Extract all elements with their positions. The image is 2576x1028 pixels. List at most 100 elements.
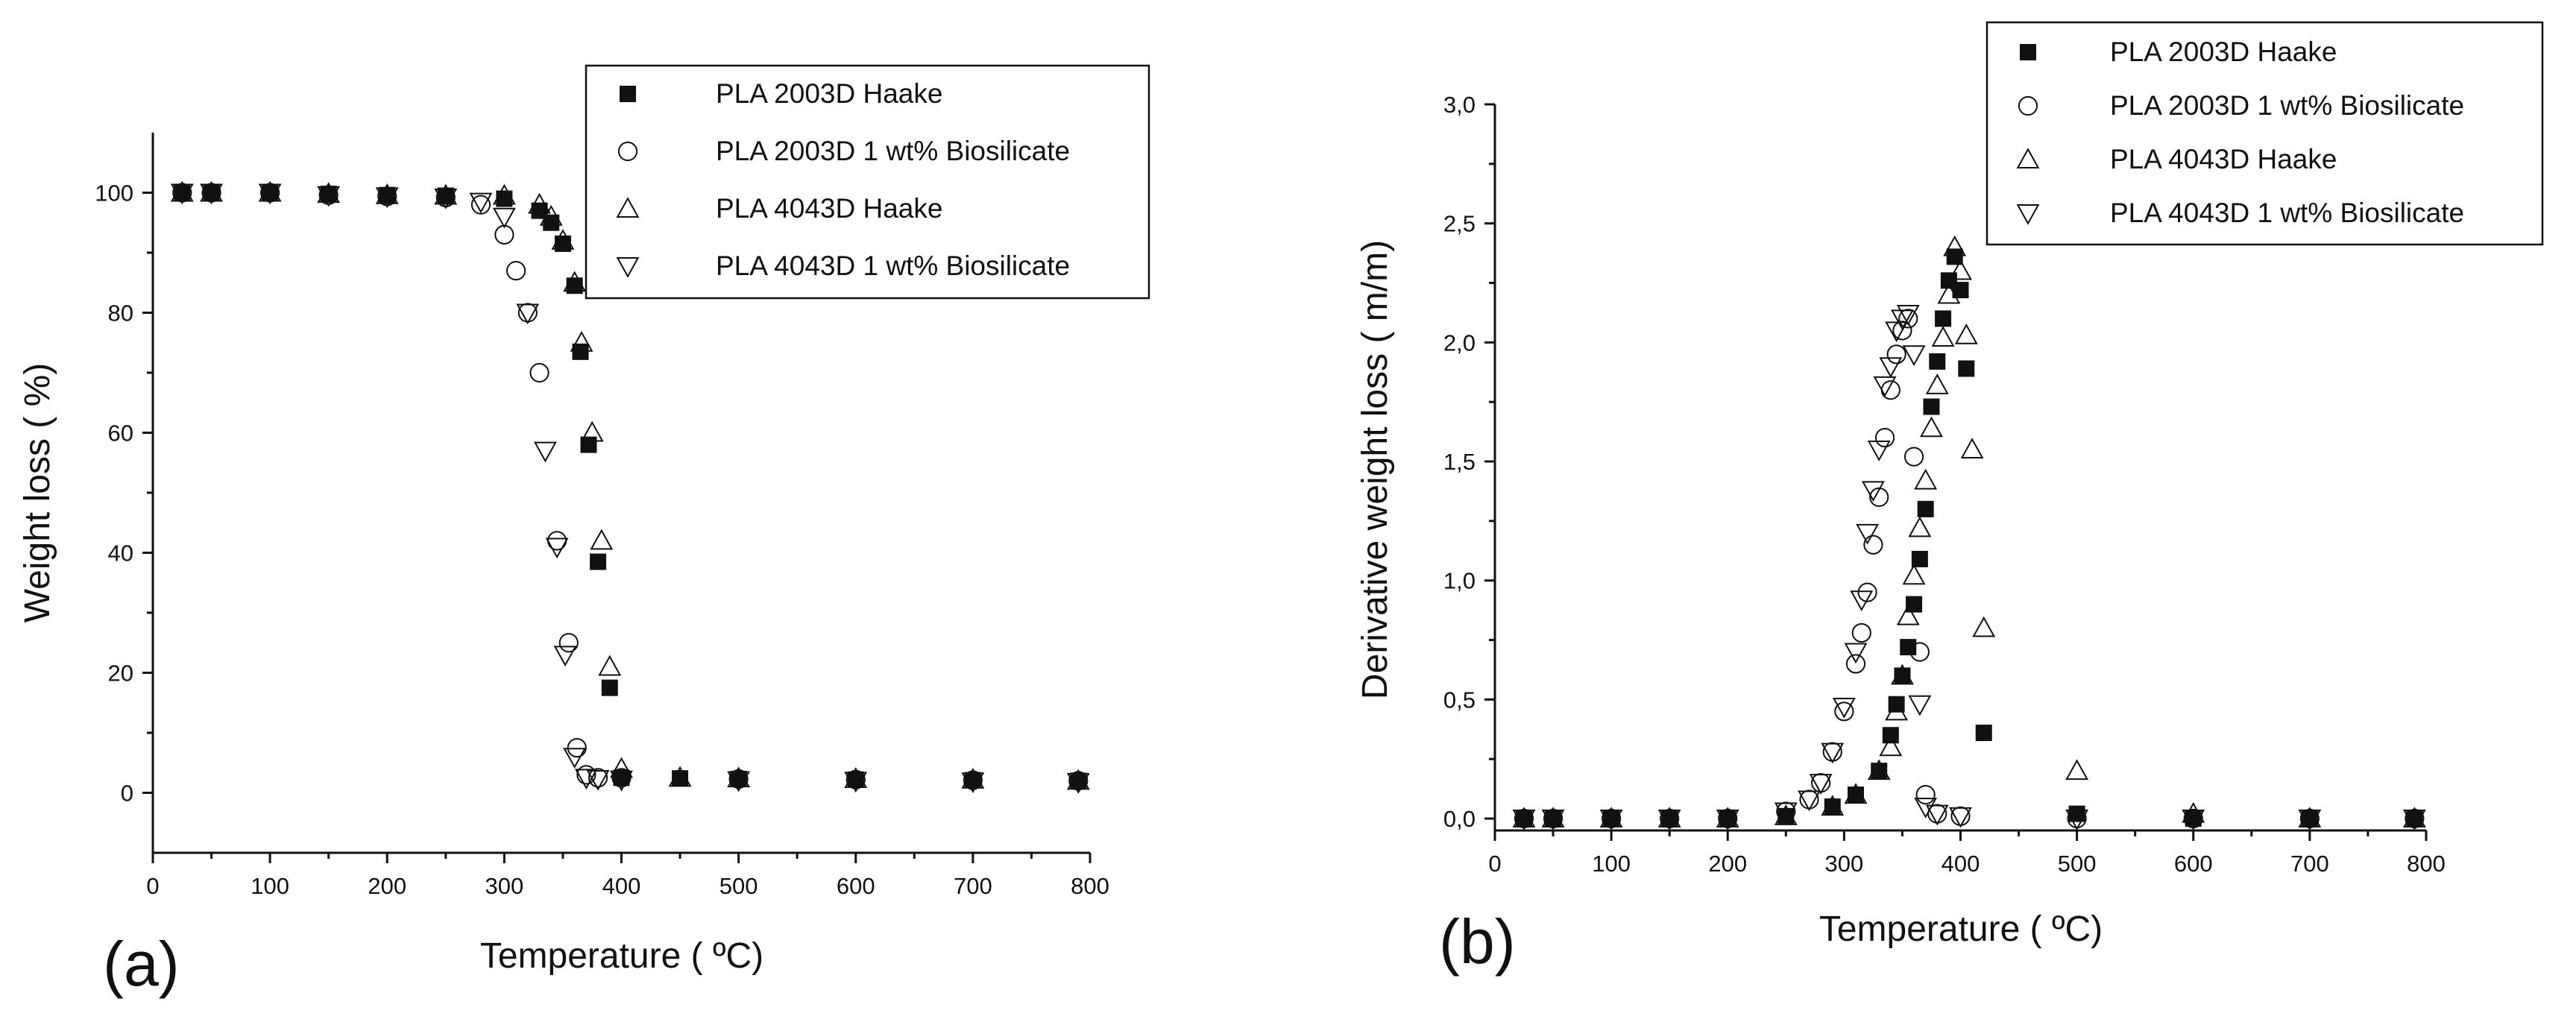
data-point bbox=[1857, 582, 1877, 602]
data-point bbox=[570, 330, 593, 352]
data-point bbox=[1925, 804, 1949, 826]
data-point bbox=[727, 766, 751, 788]
data-point bbox=[845, 769, 866, 789]
data-point bbox=[1844, 643, 1868, 664]
legend-label-pla-2003d-1-wt-biosilicate: PLA 2003D 1 wt% Biosilicate bbox=[2110, 90, 2464, 121]
panel-a-y-tick-label: 20 bbox=[108, 660, 133, 687]
panel-a-series-pla-4043d-1-wt-biosilicate bbox=[170, 183, 1090, 794]
data-point bbox=[1931, 326, 1955, 347]
panel-a-y-axis: 0 20 40 60 80 100 bbox=[95, 180, 153, 807]
data-point bbox=[2065, 759, 2089, 781]
panel-b-y-axis-title: Derivative weight loss ( m/m) bbox=[1355, 240, 1395, 699]
data-point bbox=[551, 229, 575, 250]
data-point bbox=[1900, 639, 1917, 656]
data-point bbox=[469, 192, 493, 214]
panel-a-x-tick-label: 100 bbox=[251, 873, 289, 899]
data-point bbox=[317, 182, 341, 204]
data-point bbox=[1512, 810, 1536, 830]
data-point bbox=[2182, 810, 2205, 830]
panel-b-legend-box bbox=[1985, 21, 2544, 246]
legend-marker-pla-2003d-haake bbox=[620, 86, 636, 102]
data-point bbox=[1845, 654, 1866, 674]
panel-b-x-axis: 0 100 200 300 400 500 600 700 800 bbox=[1488, 830, 2446, 877]
data-point bbox=[1066, 769, 1090, 790]
legend-marker-pla-4043d-haake bbox=[616, 197, 640, 218]
data-point bbox=[1914, 468, 1938, 490]
panel-a-y-tick-label: 80 bbox=[108, 300, 133, 327]
data-point bbox=[566, 277, 583, 294]
panel-b-y-tick-label: 2,5 bbox=[1443, 211, 1476, 237]
data-point bbox=[1798, 790, 1821, 812]
legend-label-pla-2003d-haake: PLA 2003D Haake bbox=[716, 78, 942, 109]
data-point bbox=[1882, 727, 1899, 744]
legend-marker-pla-4043d-1-wt-biosilicate bbox=[2016, 204, 2040, 225]
data-point bbox=[1774, 804, 1798, 825]
data-point bbox=[529, 362, 549, 383]
panel-b-data-marks bbox=[1512, 235, 2426, 830]
data-point bbox=[961, 767, 985, 789]
data-point bbox=[2298, 807, 2322, 828]
panel-b-x-tick-label: 200 bbox=[1708, 851, 1747, 877]
panel-b-legend: PLA 2003D Haake PLA 2003D 1 wt% Biosilica… bbox=[2016, 37, 2464, 228]
data-point bbox=[1915, 784, 1936, 805]
data-point bbox=[492, 207, 516, 229]
data-point bbox=[2298, 810, 2322, 830]
data-point bbox=[1886, 344, 1906, 365]
data-point bbox=[1929, 353, 1946, 370]
data-point bbox=[590, 553, 607, 570]
data-point bbox=[2402, 807, 2426, 828]
data-point bbox=[1861, 481, 1885, 502]
panel-a-x-tick-label: 0 bbox=[146, 873, 159, 899]
data-point bbox=[1896, 604, 1920, 625]
data-point bbox=[611, 768, 632, 788]
data-point bbox=[1898, 309, 1918, 329]
data-point bbox=[668, 766, 692, 787]
data-point bbox=[1896, 305, 1920, 326]
data-point bbox=[728, 769, 749, 789]
data-point bbox=[1892, 321, 1912, 341]
data-point bbox=[601, 679, 618, 696]
data-point bbox=[1867, 759, 1891, 781]
data-point bbox=[580, 420, 604, 442]
panel-a-x-tick-label: 300 bbox=[485, 873, 524, 899]
panel-a-y-tick-label: 100 bbox=[95, 180, 133, 206]
data-point bbox=[1821, 742, 1845, 764]
data-point bbox=[492, 183, 516, 205]
data-point bbox=[1834, 701, 1854, 722]
data-point bbox=[1958, 360, 1975, 377]
data-point bbox=[1925, 373, 1949, 394]
data-point bbox=[1902, 345, 1926, 367]
legend-marker-pla-4043d-1-wt-biosilicate bbox=[616, 257, 640, 278]
data-point bbox=[963, 770, 983, 790]
data-point bbox=[258, 183, 282, 205]
panel-a-x-tick-label: 700 bbox=[954, 873, 992, 899]
panel-b-x-tick-label: 300 bbox=[1825, 851, 1864, 877]
data-point bbox=[2182, 801, 2205, 823]
legend-marker-pla-4043d-haake bbox=[2016, 148, 2040, 168]
panel-b-y-tick-label: 1,5 bbox=[1443, 449, 1476, 475]
data-point bbox=[1943, 235, 1967, 256]
data-point bbox=[1844, 783, 1868, 804]
panel-b-x-axis-title: Temperature ( ºC) bbox=[1819, 909, 2103, 949]
panel-b-series-pla-2003d-1-wt-biosilicate bbox=[1514, 309, 2425, 829]
panel-b-series-pla-2003d-haake bbox=[1516, 248, 2423, 827]
panel-b-series-pla-4043d-1-wt-biosilicate bbox=[1512, 305, 2426, 830]
panel-b-y-tick-label: 1,0 bbox=[1443, 568, 1476, 594]
data-point bbox=[1832, 697, 1856, 719]
panel-a-series-pla-4043d-haake bbox=[170, 180, 1090, 790]
data-point bbox=[1972, 616, 1996, 637]
data-point bbox=[496, 190, 513, 207]
data-point bbox=[1923, 398, 1940, 415]
data-point bbox=[1599, 810, 1623, 830]
data-point bbox=[1960, 438, 1984, 459]
data-point bbox=[533, 441, 557, 463]
panel-a-tag: (a) bbox=[103, 929, 180, 999]
data-point bbox=[1851, 622, 1871, 643]
data-point bbox=[1541, 807, 1565, 828]
data-point bbox=[1949, 807, 1972, 828]
panel-b-x-tick-label: 0 bbox=[1488, 851, 1501, 877]
panel-b-x-tick-label: 700 bbox=[2290, 851, 2329, 877]
data-point bbox=[1541, 810, 1565, 830]
data-point bbox=[258, 180, 282, 202]
panel-b-x-tick-label: 100 bbox=[1592, 851, 1631, 877]
